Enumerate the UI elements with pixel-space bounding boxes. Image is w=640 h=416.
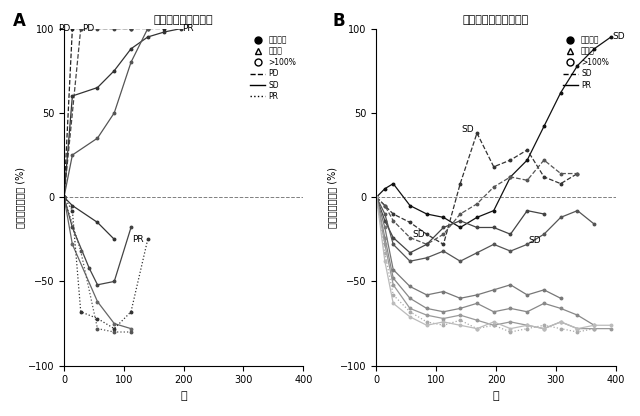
- Text: PR: PR: [132, 235, 144, 244]
- X-axis label: 日: 日: [180, 391, 187, 401]
- Y-axis label: 腫瘍体積の変化 (%): 腫瘍体積の変化 (%): [15, 167, 25, 228]
- Text: PD: PD: [58, 24, 70, 33]
- Y-axis label: 腫瘍体積の変化 (%): 腫瘍体積の変化 (%): [328, 167, 337, 228]
- Text: SD: SD: [461, 125, 474, 134]
- X-axis label: 日: 日: [493, 391, 499, 401]
- Title: モガムリズマブ併用群: モガムリズマブ併用群: [463, 15, 529, 25]
- Text: SD: SD: [412, 230, 425, 239]
- Text: SD: SD: [612, 32, 625, 42]
- Text: SD: SD: [529, 236, 541, 245]
- Title: ピロキシカム単独群: ピロキシカム単独群: [154, 15, 214, 25]
- Legend: 投薬中止, 新病変, >100%, SD, PR: 投薬中止, 新病変, >100%, SD, PR: [559, 32, 612, 93]
- Legend: 投薬中止, 新病変, >100%, PD, SD, PR: 投薬中止, 新病変, >100%, PD, SD, PR: [247, 32, 300, 104]
- Text: PD: PD: [82, 24, 94, 33]
- Text: PR: PR: [182, 24, 194, 33]
- Text: A: A: [13, 12, 26, 30]
- Text: B: B: [333, 12, 346, 30]
